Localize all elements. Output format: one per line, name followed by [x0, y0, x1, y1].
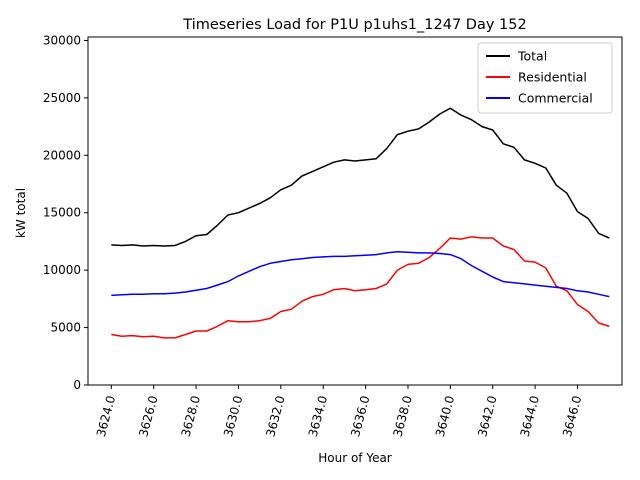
legend: Total Residential Commercial [477, 42, 613, 114]
y-tick-label: 10000 [43, 263, 81, 277]
x-tick-label: 3640.0 [433, 394, 457, 438]
x-tick-label: 3632.0 [263, 394, 287, 438]
x-tick-label: 3644.0 [518, 394, 542, 438]
x-axis-label: Hour of Year [318, 451, 392, 465]
series-line-total [111, 107, 610, 247]
x-tick-label: 3638.0 [390, 394, 414, 438]
x-tick-label: 3630.0 [221, 394, 245, 438]
x-tick-label: 3646.0 [560, 394, 584, 438]
y-tick-label: 5000 [50, 321, 81, 335]
y-tick-label: 0 [73, 378, 81, 392]
series-layer [111, 107, 610, 339]
y-tick-label: 30000 [43, 33, 81, 47]
y-axis-label: kW total [14, 188, 28, 238]
x-tick-label: 3626.0 [136, 394, 160, 438]
legend-label-residential: Residential [518, 70, 587, 85]
y-tick-label: 15000 [43, 206, 81, 220]
series-line-commercial [111, 251, 610, 298]
y-tick-label: 25000 [43, 91, 81, 105]
series-line-residential [111, 236, 610, 339]
x-tick-label: 3634.0 [306, 394, 330, 438]
legend-label-total: Total [517, 49, 547, 64]
legend-box [477, 42, 613, 114]
chart-title: Timeseries Load for P1U p1uhs1_1247 Day … [182, 17, 526, 33]
legend-label-commercial: Commercial [518, 91, 593, 106]
x-tick-label: 3628.0 [179, 394, 203, 438]
x-tick-label: 3624.0 [94, 394, 118, 438]
x-tick-label: 3636.0 [348, 394, 372, 438]
y-tick-label: 20000 [43, 148, 81, 162]
x-tick-label: 3642.0 [475, 394, 499, 438]
